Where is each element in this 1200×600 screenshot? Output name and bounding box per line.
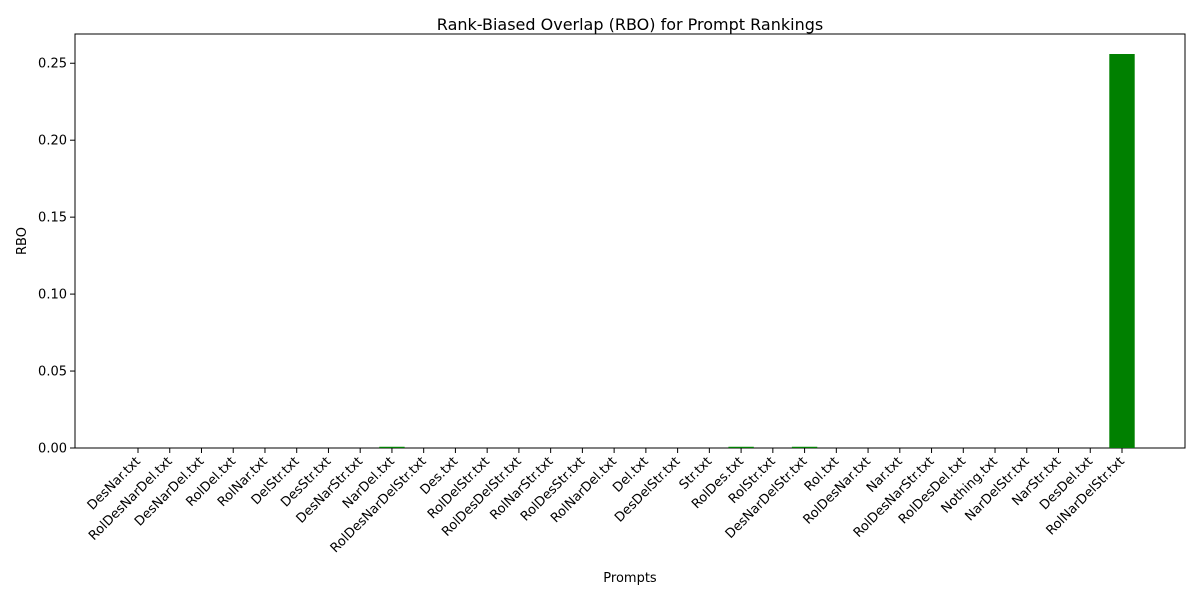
bar bbox=[791, 446, 818, 448]
x-axis: DesNar.txtRolDesNarDel.txtDesNarDel.txtR… bbox=[85, 448, 1128, 556]
y-tick-label: 0.15 bbox=[38, 211, 67, 226]
y-tick-label: 0.00 bbox=[38, 442, 67, 457]
bar bbox=[728, 446, 754, 448]
y-axis-label: RBO bbox=[15, 227, 30, 255]
bars-group bbox=[379, 54, 1135, 448]
chart-title: Rank-Biased Overlap (RBO) for Prompt Ran… bbox=[437, 15, 823, 34]
y-tick-label: 0.25 bbox=[38, 57, 67, 72]
bar bbox=[1109, 54, 1135, 448]
y-tick-label: 0.05 bbox=[38, 365, 67, 380]
plot-area-frame bbox=[74, 33, 1186, 449]
y-tick-label: 0.10 bbox=[38, 288, 67, 303]
x-axis-label: Prompts bbox=[603, 571, 657, 586]
bar bbox=[379, 446, 405, 448]
y-axis: 0.00 0.05 0.10 0.15 0.20 0.25 bbox=[38, 57, 75, 457]
y-tick-label: 0.20 bbox=[38, 134, 67, 149]
